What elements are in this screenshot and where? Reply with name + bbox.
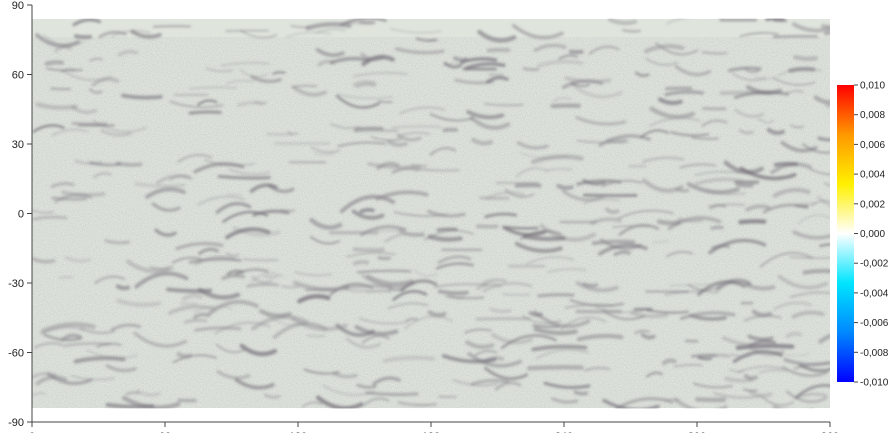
x-tick-label: 240	[555, 431, 573, 433]
anomaly-streak	[739, 32, 779, 37]
anomaly-streak	[390, 28, 442, 34]
colorbar-tick-label: 0,002	[860, 199, 885, 210]
anomaly-streak	[98, 30, 127, 39]
y-tick-label: 30	[12, 139, 24, 151]
anomaly-streak	[72, 18, 102, 27]
anomaly-streak	[130, 29, 162, 39]
y-tick-label: 60	[12, 70, 24, 82]
colorbar-ticks: 0,010 0,008 0,006 0,004 0,002 0,000 -0,002 -0,0…	[854, 81, 889, 389]
anomaly-streak	[152, 25, 191, 28]
anomaly-streak	[772, 35, 818, 39]
anomaly-streak	[677, 18, 682, 20]
anomaly-streak	[315, 28, 346, 34]
anomaly-streak	[305, 22, 352, 31]
y-tick-label: -30	[8, 278, 24, 290]
colorbar: 0,010 0,008 0,006 0,004 0,002 0,000 -0,002 -0,0…	[837, 81, 889, 389]
anomaly-streak	[823, 30, 830, 36]
anomaly-streak	[666, 18, 682, 25]
map-field	[32, 18, 830, 409]
x-tick-label: 60	[159, 431, 171, 433]
anomaly-streak	[285, 31, 332, 38]
anomaly-streak	[765, 18, 785, 22]
y-tick-label: -90	[8, 417, 24, 429]
colorbar-tick-label: -0,004	[860, 288, 889, 299]
x-tick-label: 0	[29, 431, 35, 433]
noise-texture	[32, 37, 830, 408]
y-axis-ticks: 90 60 30 0 -30 -60 -90	[8, 0, 32, 429]
colorbar-tick-label: -0,006	[860, 318, 889, 329]
anomaly-streak	[773, 19, 788, 23]
colorbar-tick-label: 0,008	[860, 110, 885, 121]
y-tick-label: -60	[8, 348, 24, 360]
x-tick-label: 180	[422, 431, 440, 433]
x-tick-label: 120	[289, 431, 307, 433]
colorbar-tick-label: 0,000	[860, 229, 885, 240]
colorbar-tick-label: -0,010	[860, 378, 889, 389]
anomaly-streak	[607, 18, 638, 26]
x-tick-label: 300	[688, 431, 706, 433]
colorbar-tick-label: 0,004	[860, 170, 885, 181]
colorbar-tick-label: 0,006	[860, 140, 885, 151]
colorbar-tick-label: -0,002	[860, 259, 889, 270]
y-tick-label: 0	[18, 209, 24, 221]
x-tick-label: 360	[821, 431, 839, 433]
anomaly-streak	[820, 23, 830, 30]
anomaly-streak	[791, 22, 830, 33]
anomaly-streak	[622, 28, 641, 33]
colorbar-tick-label: 0,010	[860, 81, 885, 92]
colorbar-tick-label: -0,008	[860, 348, 889, 359]
y-tick-label: 90	[12, 0, 24, 12]
colorbar-scale	[837, 85, 854, 382]
x-axis-ticks: 0 60 120 180 240 300 360	[29, 422, 839, 433]
